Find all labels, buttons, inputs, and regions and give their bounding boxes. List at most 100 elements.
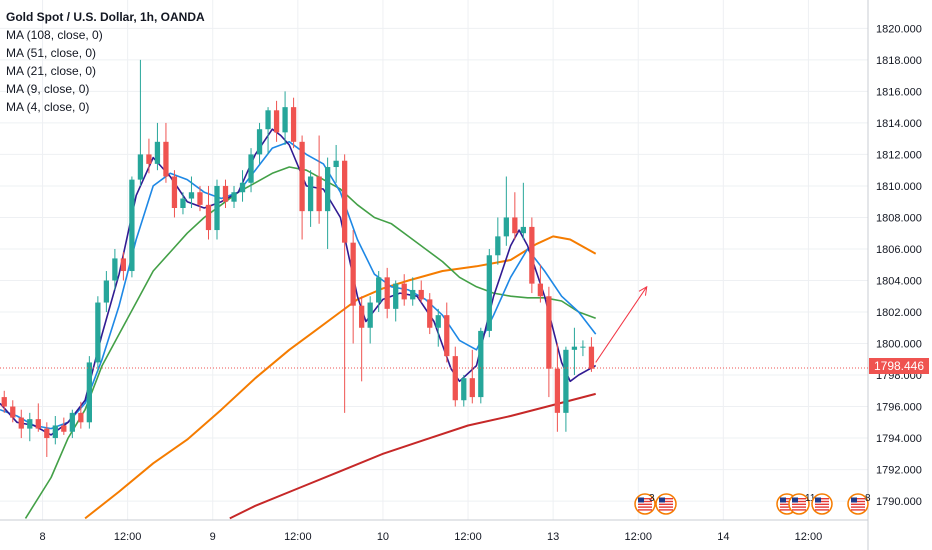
chart-legend: Gold Spot / U.S. Dollar, 1h, OANDA MA (1… (6, 8, 205, 116)
candle-up (307, 176, 314, 212)
ma-108-line (229, 392, 596, 520)
time-tick-label: 12:00 (454, 531, 482, 543)
candle-down (44, 428, 50, 439)
flag-stripe (780, 500, 794, 503)
candle-up (248, 154, 254, 183)
legend-ma-4: MA (4, close, 0) (6, 100, 90, 114)
candle-up (282, 107, 288, 133)
candle-up (571, 346, 578, 350)
candle-down (444, 315, 450, 357)
flag-stripe (638, 498, 652, 500)
legend-ma-108: MA (108, close, 0) (6, 28, 103, 42)
candle-down (350, 242, 356, 306)
candle-up (180, 198, 186, 208)
flag-stripe (851, 509, 865, 511)
candle-up (435, 315, 441, 328)
candle-up (376, 277, 382, 303)
flag-canton (792, 497, 798, 503)
candle-down (554, 368, 561, 413)
candle-up (52, 425, 58, 439)
candle-down (512, 217, 518, 234)
legend-ma-21: MA (21, close, 0) (6, 64, 97, 78)
candle-up (137, 154, 144, 180)
price-tick-label: 1816.000 (876, 86, 922, 98)
legend-ma-9: MA (9, close, 0) (6, 82, 90, 96)
candle-up (520, 226, 526, 234)
flag-stripe (851, 506, 865, 508)
flag-canton (638, 497, 644, 503)
flag-stripe (815, 509, 829, 511)
candle-up (367, 302, 373, 328)
candle-down (273, 110, 280, 133)
flag-stripe (659, 509, 673, 511)
price-tick-label: 1806.000 (876, 244, 922, 256)
ma-51-line (84, 235, 597, 520)
flag-stripe (659, 506, 673, 508)
projection-arrow-line (595, 286, 648, 363)
candle-down (401, 283, 407, 300)
time-tick-label: 8 (39, 531, 45, 543)
flag-stripe (638, 503, 652, 505)
candle-down (61, 425, 67, 432)
candle-down (384, 277, 390, 309)
candle-up (410, 289, 416, 300)
price-tick-label: 1812.000 (876, 149, 922, 161)
time-tick-label: 14 (717, 531, 729, 543)
candle-up (69, 412, 75, 432)
flag-stripe (659, 498, 673, 500)
candle-up (129, 179, 135, 272)
price-tick-label: 1820.000 (876, 23, 922, 35)
candle-down (205, 204, 212, 231)
flag-stripe (851, 500, 865, 503)
candle-down (290, 107, 297, 142)
flag-stripe (815, 503, 829, 505)
candle-down (299, 141, 305, 212)
candle-down (316, 176, 322, 212)
candle-up (214, 185, 220, 231)
candle-down (452, 356, 458, 401)
flag-stripe (792, 498, 806, 500)
candle-down (222, 185, 229, 202)
candle-down (163, 141, 169, 177)
candle-down (427, 299, 433, 328)
event-count-label: 3 (649, 493, 655, 504)
candle-down (588, 346, 595, 369)
candle-down (418, 289, 424, 300)
flag-stripe (815, 500, 829, 503)
candle-down (1, 397, 7, 407)
current-price-label: 1798.446 (869, 358, 929, 374)
candle-down (146, 154, 152, 164)
flag-stripe (792, 500, 806, 503)
flag-canton (815, 497, 821, 503)
legend-ma-51: MA (51, close, 0) (6, 46, 97, 60)
candle-down (10, 406, 16, 418)
candle-down (546, 296, 552, 369)
candle-up (580, 346, 586, 348)
candle-up (324, 167, 331, 212)
flag-stripe (851, 503, 865, 505)
projection-arrow-head (638, 285, 648, 296)
time-tick-label: 9 (210, 531, 216, 543)
candle-down (78, 412, 84, 423)
candle-down (359, 305, 365, 328)
candle-up (103, 280, 110, 303)
candle-up (265, 110, 271, 130)
flag-stripe (792, 506, 806, 508)
flag-stripe (780, 506, 794, 508)
price-tick-label: 1808.000 (876, 212, 922, 224)
candle-up (95, 302, 101, 363)
candle-down (171, 176, 178, 208)
flag-stripe (659, 500, 673, 503)
price-tick-label: 1792.000 (876, 465, 922, 477)
candle-up (333, 160, 339, 168)
time-tick-label: 12:00 (624, 531, 652, 543)
flag-canton (780, 497, 786, 503)
candle-up (495, 236, 501, 256)
price-tick-label: 1794.000 (876, 433, 922, 445)
time-tick-label: 12:00 (795, 531, 823, 543)
flag-stripe (815, 498, 829, 500)
flag-stripe (780, 503, 794, 505)
candle-down (120, 258, 127, 272)
candle-up (154, 141, 161, 164)
